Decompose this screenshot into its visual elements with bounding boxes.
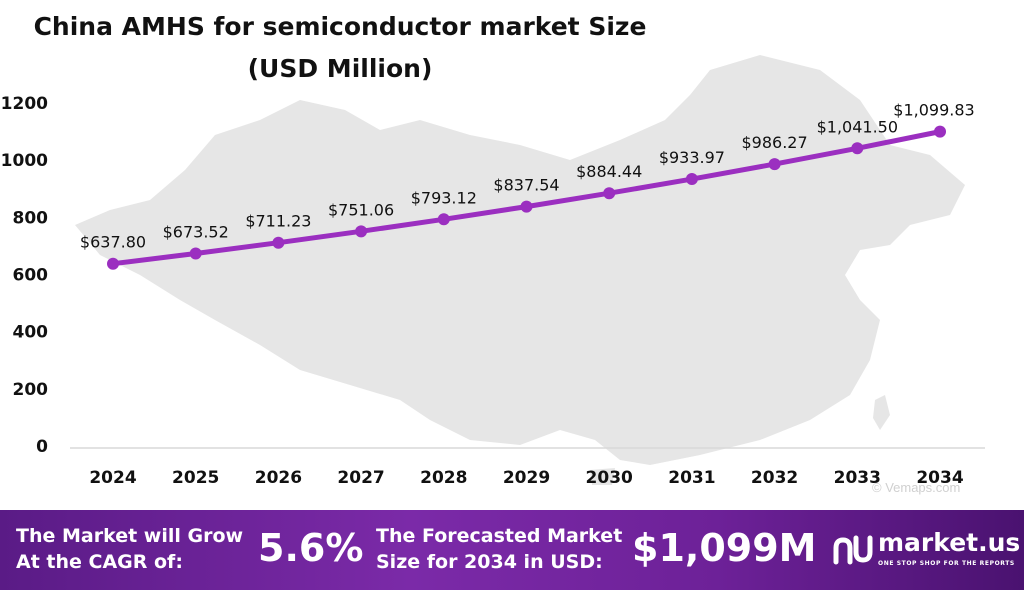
y-tick-label: 400 <box>13 323 49 343</box>
cagr-value: 5.6% <box>258 526 364 570</box>
data-label: $837.54 <box>493 176 559 195</box>
data-label: $1,041.50 <box>817 117 898 136</box>
data-label: $884.44 <box>576 162 642 181</box>
y-tick-label: 1200 <box>1 94 48 114</box>
x-tick-label: 2032 <box>751 468 798 488</box>
forecast-label: The Forecasted Market Size for 2034 in U… <box>376 523 622 575</box>
x-tick-label: 2025 <box>172 468 219 488</box>
data-label: $793.12 <box>411 188 477 207</box>
chart-title-line1: China AMHS for semiconductor market Size <box>33 12 647 41</box>
data-label: $986.27 <box>742 133 808 152</box>
watermark: © Vemaps.com <box>872 480 960 495</box>
data-point <box>355 225 368 238</box>
data-label: $933.97 <box>659 148 725 167</box>
x-tick-label: 2033 <box>834 468 881 488</box>
data-label: $751.06 <box>328 200 394 219</box>
data-point <box>189 247 202 260</box>
data-point <box>272 236 285 249</box>
y-tick-label: 800 <box>13 208 49 228</box>
y-axis-ticks: 0 200 400 600 800 1000 1200 <box>1 94 48 457</box>
data-point <box>107 257 119 270</box>
x-tick-label: 2029 <box>503 468 550 488</box>
y-tick-label: 0 <box>36 437 48 457</box>
hainan-island <box>590 468 615 485</box>
brand-logo: market.us ONE STOP SHOP FOR THE REPORTS <box>832 528 1020 576</box>
data-point <box>685 173 698 186</box>
data-labels: $637.80 $673.52 $711.23 $751.06 $793.12 $837.… <box>80 101 975 252</box>
data-label: $637.80 <box>80 233 146 252</box>
x-tick-label: 2030 <box>586 468 633 488</box>
x-tick-label: 2024 <box>89 468 136 488</box>
data-point <box>851 142 864 155</box>
data-label: $673.52 <box>163 222 229 241</box>
x-tick-label: 2031 <box>668 468 715 488</box>
data-point <box>437 213 450 226</box>
y-tick-label: 600 <box>13 266 49 286</box>
cagr-label: The Market will Grow At the CAGR of: <box>16 523 243 575</box>
taiwan-island <box>873 395 890 430</box>
data-point <box>603 187 616 200</box>
brand-mark-icon <box>833 535 873 565</box>
x-tick-label: 2027 <box>337 468 384 488</box>
brand-name: market.us <box>878 528 1021 557</box>
chart-title-line2: (USD Million) <box>247 54 433 83</box>
china-map-silhouette <box>75 55 965 465</box>
forecast-label-line2: Size for 2034 in USD: <box>376 551 603 573</box>
x-tick-label: 2028 <box>420 468 467 488</box>
data-label: $711.23 <box>245 212 311 231</box>
forecast-label-line1: The Forecasted Market <box>376 525 623 547</box>
x-tick-label: 2026 <box>255 468 302 488</box>
y-tick-label: 200 <box>13 380 49 400</box>
brand-tagline: ONE STOP SHOP FOR THE REPORTS <box>878 560 1015 567</box>
cagr-label-line2: At the CAGR of: <box>16 551 183 573</box>
summary-banner: The Market will Grow At the CAGR of: 5.6… <box>0 510 1024 590</box>
data-point <box>934 125 946 138</box>
y-tick-label: 1000 <box>1 151 48 171</box>
data-point <box>520 200 533 213</box>
data-point <box>768 158 781 171</box>
forecast-value: $1,099M <box>632 526 817 570</box>
data-label: $1,099.83 <box>893 101 974 120</box>
x-axis-ticks: 2024 2025 2026 2027 2028 2029 2030 2031 2032 2033… <box>89 468 963 488</box>
x-tick-label: 2034 <box>916 468 963 488</box>
cagr-label-line1: The Market will Grow <box>16 525 244 547</box>
data-points <box>107 125 946 270</box>
